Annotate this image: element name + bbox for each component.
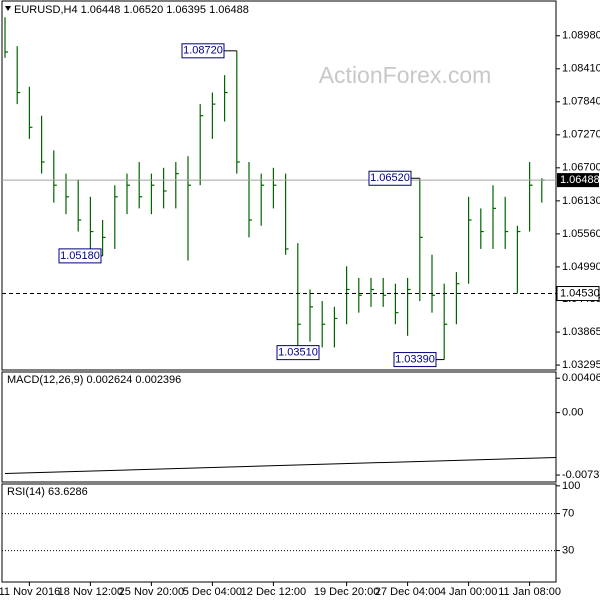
y-tick-label: 100	[562, 480, 580, 492]
level-label: 1.04530	[560, 287, 600, 299]
y-tick-label: 1.07270	[562, 129, 600, 141]
macd-frame	[1, 371, 557, 483]
trendline	[4, 456, 557, 475]
y-tick-label: 1.08980	[562, 30, 600, 42]
y-tick-label: 1.06700	[562, 162, 600, 174]
annotation-box	[393, 352, 437, 368]
y-tick-label: 30	[562, 544, 574, 556]
x-tick-label: 4 Jan 00:00	[440, 586, 498, 598]
x-tick-label: 12 Dec 12:00	[241, 586, 306, 598]
annotation-label: 1.03510	[278, 347, 318, 359]
annotation-label: 1.08720	[183, 45, 223, 57]
x-tick-label: 27 Dec 04:00	[375, 586, 440, 598]
price-frame	[1, 0, 557, 371]
y-tick-label: 70	[562, 507, 574, 519]
price-title: EURUSD,H4 1.06448 1.06520 1.06395 1.0648…	[14, 4, 249, 16]
level-label-box	[556, 286, 600, 302]
y-tick-label: 1.03295	[562, 359, 600, 371]
y-tick-label: 1.06130	[562, 195, 600, 207]
macd-title: MACD(12,26,9) 0.002624 0.002396	[7, 374, 181, 386]
x-tick-label: 18 Nov 12:00	[58, 586, 123, 598]
annotation-box	[181, 43, 225, 59]
rsi-title: RSI(14) 63.6286	[7, 486, 88, 498]
annotation-box	[58, 248, 102, 264]
y-tick-label: 1.08410	[562, 63, 600, 75]
x-tick-label: 25 Nov 20:00	[119, 586, 184, 598]
x-tick-label: 5 Dec 04:00	[183, 586, 242, 598]
annotation-label: 1.05180	[60, 250, 100, 262]
y-tick-label: 1.05560	[562, 228, 600, 240]
menu-icon	[5, 6, 11, 11]
y-tick-label: 1.07840	[562, 96, 600, 108]
x-tick-label: 11 Jan 08:00	[498, 586, 561, 598]
annotation-label: 1.03390	[395, 353, 435, 365]
watermark: ActionForex.com	[319, 62, 492, 88]
rsi-frame	[1, 483, 557, 583]
price-label-box	[557, 173, 599, 188]
annotation-box	[368, 170, 412, 186]
price-label: 1.06488	[560, 174, 600, 186]
annotation-box	[276, 345, 320, 361]
y-tick-label: 0.00	[562, 407, 583, 419]
y-tick-label: 1.04990	[562, 261, 600, 273]
x-tick-label: 19 Dec 20:00	[314, 586, 379, 598]
annotation-label: 1.06520	[370, 172, 410, 184]
y-tick-label: 0.004069	[562, 372, 600, 384]
y-tick-label: -0.007377	[562, 469, 600, 481]
y-tick-label: 1.03865	[562, 326, 600, 338]
x-tick-label: 11 Nov 2016	[0, 586, 60, 598]
